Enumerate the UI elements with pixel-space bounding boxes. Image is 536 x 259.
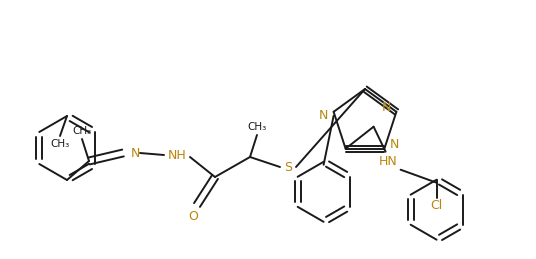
- Text: N: N: [390, 138, 399, 151]
- Text: O: O: [188, 211, 198, 224]
- Text: S: S: [284, 161, 292, 174]
- Text: CH₃: CH₃: [248, 122, 266, 132]
- Text: CH₃: CH₃: [72, 126, 92, 136]
- Text: N: N: [382, 101, 391, 114]
- Text: N: N: [131, 147, 140, 160]
- Text: CH₃: CH₃: [50, 139, 70, 149]
- Text: N: N: [319, 109, 329, 122]
- Text: NH: NH: [168, 148, 187, 162]
- Text: HN: HN: [379, 155, 398, 168]
- Text: Cl: Cl: [430, 199, 443, 212]
